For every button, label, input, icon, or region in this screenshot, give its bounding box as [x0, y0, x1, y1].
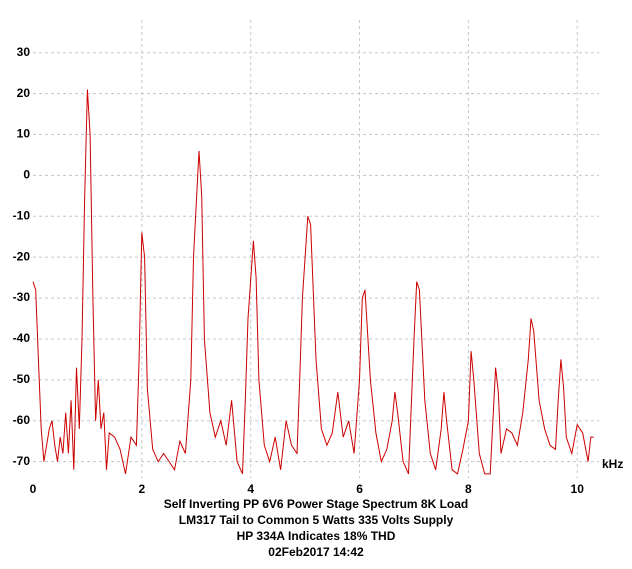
y-tick-label: 0 [23, 168, 30, 182]
x-axis-label: kHz [602, 457, 623, 471]
caption-line: LM317 Tail to Common 5 Watts 335 Volts S… [179, 513, 454, 527]
y-tick-label: -10 [13, 208, 31, 222]
y-tick-label: -30 [13, 290, 31, 304]
caption-line: 02Feb2017 14:42 [268, 545, 364, 559]
x-tick-label: 6 [356, 482, 363, 496]
x-tick-label: 4 [247, 482, 254, 496]
y-tick-label: -40 [13, 331, 31, 345]
x-tick-label: 2 [139, 482, 146, 496]
y-tick-label: 10 [17, 127, 31, 141]
caption-line: HP 334A Indicates 18% THD [237, 529, 396, 543]
x-tick-label: 8 [465, 482, 472, 496]
y-tick-label: -70 [13, 454, 31, 468]
x-tick-label: 0 [30, 482, 37, 496]
y-tick-label: -20 [13, 249, 31, 263]
y-tick-label: -60 [13, 413, 31, 427]
spectrum-line [32, 89, 594, 475]
caption-line: Self Inverting PP 6V6 Power Stage Spectr… [164, 497, 469, 511]
y-tick-label: -50 [13, 372, 31, 386]
x-tick-label: 10 [571, 482, 585, 496]
y-tick-label: 20 [17, 86, 31, 100]
y-tick-label: 30 [17, 45, 31, 59]
